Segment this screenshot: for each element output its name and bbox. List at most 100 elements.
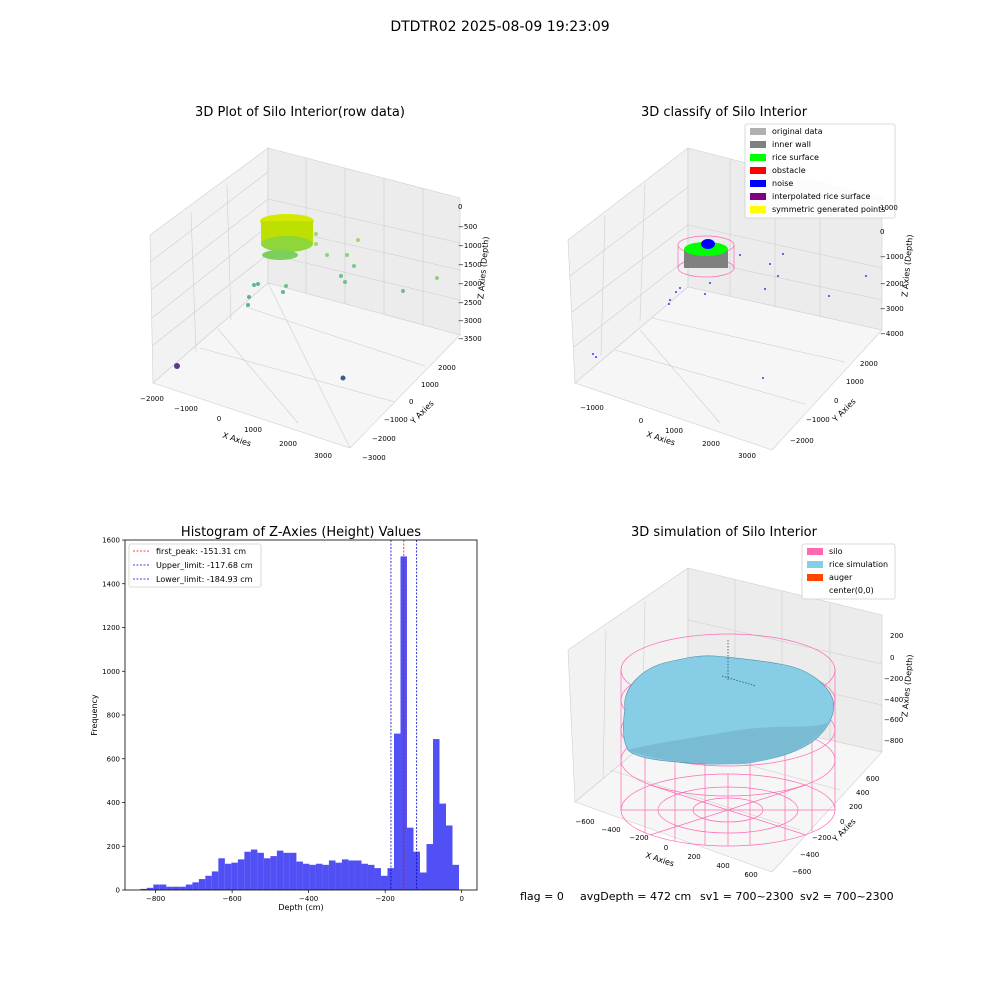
raw-ytick-label: −2000 [372, 435, 396, 443]
raw-grid [199, 347, 396, 403]
histogram-bar [348, 860, 355, 890]
panel-simulation-title: 3D simulation of Silo Interior [631, 525, 818, 540]
histogram-ytick-label: 600 [107, 755, 120, 763]
classify-noise-point [739, 254, 741, 256]
classify-xtick-label: 0 [639, 417, 643, 425]
simulation-grid [602, 629, 607, 779]
legend-swatch-rice-surface [750, 154, 766, 161]
simulation-xtick-label: 0 [664, 844, 668, 852]
legend-label-noise: noise [772, 179, 793, 188]
classify-noise-point [777, 275, 779, 277]
legend-label-rice-surface: rice surface [772, 153, 819, 162]
legend-swatch-interpolated [750, 193, 766, 200]
histogram-xtick-label: −200 [376, 895, 395, 903]
histogram-bar [380, 875, 388, 890]
legend-swatch-symmetric [750, 206, 766, 213]
raw-xtick-label: −1000 [174, 405, 198, 413]
histogram-ytick-label: 200 [107, 843, 120, 851]
simulation-ytick-label: −200 [812, 834, 831, 842]
simulation-xtick-label: 400 [716, 862, 729, 870]
legend-label-auger: auger [829, 573, 853, 582]
classify-zticks: 1000 0 −1000 −2000 −3000 −4000 [880, 204, 904, 338]
histogram-bar [361, 863, 368, 890]
histogram-bar [218, 858, 225, 890]
raw-grid [267, 198, 461, 244]
raw-grid [149, 171, 269, 263]
classify-yticks: −2000 −1000 0 1000 2000 [790, 360, 878, 445]
raw-point-cluster [262, 250, 298, 260]
status-flag: flag = 0 [520, 890, 564, 903]
simulation-zlabel: Z Axies (Depth) [900, 654, 914, 717]
histogram-title: Histogram of Z-Axies (Height) Values [181, 525, 421, 540]
panel-simulation-3d: 3D simulation of Silo Interior [567, 525, 915, 879]
simulation-xtick-label: 200 [687, 853, 700, 861]
simulation-ytick-label: 200 [849, 803, 862, 811]
raw-xtick-label: 0 [217, 415, 221, 423]
classify-zlabel: Z Axies (Depth) [900, 234, 914, 297]
raw-ytick-label: 2000 [438, 364, 456, 372]
classify-grid [569, 186, 689, 277]
classify-ytick-label: 2000 [860, 360, 878, 368]
histogram-bar [446, 825, 453, 890]
classify-grid [639, 329, 721, 424]
histogram-xtick-label: 0 [459, 895, 463, 903]
histogram-yticks: 0 200 400 600 800 1000 1200 1400 1600 [102, 537, 125, 895]
classify-noise-cluster [701, 239, 715, 249]
simulation-ytick-label: 600 [866, 775, 879, 783]
simulation-grid [687, 619, 883, 665]
histogram-bar [433, 739, 440, 890]
classify-grid [571, 224, 689, 313]
histogram-ytick-label: 800 [107, 712, 120, 720]
raw-ztick-label: −3500 [458, 335, 482, 343]
raw-grid [151, 253, 269, 347]
raw-point [352, 264, 356, 268]
rice-simulation-shade [628, 722, 828, 765]
classify-xtick-label: 3000 [738, 452, 756, 460]
classify-grid [573, 257, 689, 348]
histogram-bar [283, 852, 290, 890]
classify-ytick-label: 1000 [846, 378, 864, 386]
histogram-bar [387, 868, 394, 890]
histogram-ytick-label: 1000 [102, 668, 120, 676]
histogram-bar [192, 882, 199, 890]
classify-noise-point [679, 287, 681, 289]
histogram-bar [406, 827, 414, 890]
simulation-ztick-label: −200 [884, 675, 903, 683]
legend-swatch-obstacle [750, 167, 766, 174]
histogram-bar [172, 886, 180, 890]
histogram-bar [205, 875, 212, 890]
histogram-bar [354, 860, 362, 890]
legend-label-obstacle: obstacle [772, 166, 806, 175]
histogram-bar [166, 886, 173, 890]
histogram-bar [224, 863, 232, 890]
raw-point [252, 283, 256, 287]
classify-noise-point [865, 275, 867, 277]
panel-raw-title: 3D Plot of Silo Interior(row data) [195, 105, 405, 120]
simulation-ytick-label: −400 [800, 851, 819, 859]
legend-swatch-silo [807, 548, 823, 555]
panel-raw-3d: 3D Plot of Silo Interior(row data) [140, 105, 491, 462]
simulation-ytick-label: 400 [856, 789, 869, 797]
raw-xtick-label: −2000 [140, 395, 164, 403]
simulation-ytick-label: −600 [792, 868, 811, 876]
raw-ztick-label: −2000 [458, 280, 482, 288]
classify-xtick-label: 1000 [665, 427, 683, 435]
legend-label-inner-wall: inner wall [772, 140, 811, 149]
histogram-legend-frame [128, 543, 262, 588]
histogram-legend: first_peak: -151.31 cm Upper_limit: -117… [128, 543, 262, 588]
classify-noise-point [764, 288, 766, 290]
classify-legend-frame [744, 123, 896, 219]
histogram-bar [367, 864, 375, 890]
simulation-ztick-label: 0 [890, 654, 894, 662]
raw-ztick-label: −1000 [458, 242, 482, 250]
raw-point [339, 274, 343, 278]
histogram-bar [179, 886, 186, 890]
simulation-yticks: −600 −400 −200 0 200 400 600 [792, 775, 879, 876]
legend-label-first-peak: first_peak: -151.31 cm [156, 547, 246, 556]
histogram-ytick-label: 1600 [102, 537, 120, 545]
raw-ytick-label: −1000 [384, 416, 408, 424]
simulation-ztick-label: −800 [884, 737, 903, 745]
raw-point [174, 363, 180, 369]
classify-ztick-label: −4000 [880, 330, 904, 338]
histogram-bar [244, 851, 251, 890]
